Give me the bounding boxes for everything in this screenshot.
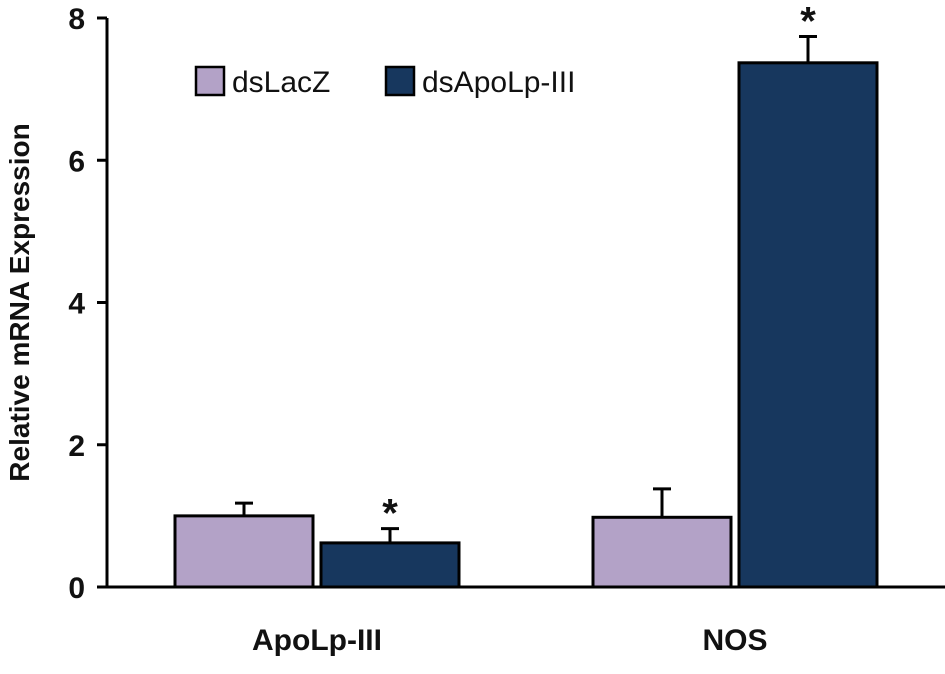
y-axis-title: Relative mRNA Expression bbox=[4, 123, 35, 481]
legend-label: dsLacZ bbox=[232, 66, 330, 99]
bar-dsapolp-iii bbox=[319, 541, 461, 589]
y-tick-label: 2 bbox=[68, 430, 85, 463]
significance-mark: * bbox=[800, 0, 816, 43]
significance-mark: * bbox=[382, 492, 398, 536]
bar-dslacz bbox=[173, 514, 315, 589]
legend: dsLacZ dsApoLp-III bbox=[194, 65, 575, 99]
bar-dsapolp-iii bbox=[737, 61, 879, 589]
bar-dslacz bbox=[591, 515, 733, 589]
y-tick-label: 6 bbox=[68, 145, 85, 178]
y-tick-label: 8 bbox=[68, 3, 85, 36]
axes-layer: 0 2 4 6 8 Relative mRNA Expression ApoLp-III NO… bbox=[4, 3, 945, 657]
legend-label: dsApoLp-III bbox=[422, 66, 575, 99]
x-category-label: NOS bbox=[702, 624, 767, 657]
x-category-label: ApoLp-III bbox=[252, 624, 382, 657]
y-tick-label: 4 bbox=[68, 288, 85, 321]
legend-swatch bbox=[384, 65, 416, 97]
legend-swatch bbox=[194, 65, 226, 97]
y-tick-label: 0 bbox=[68, 572, 85, 605]
